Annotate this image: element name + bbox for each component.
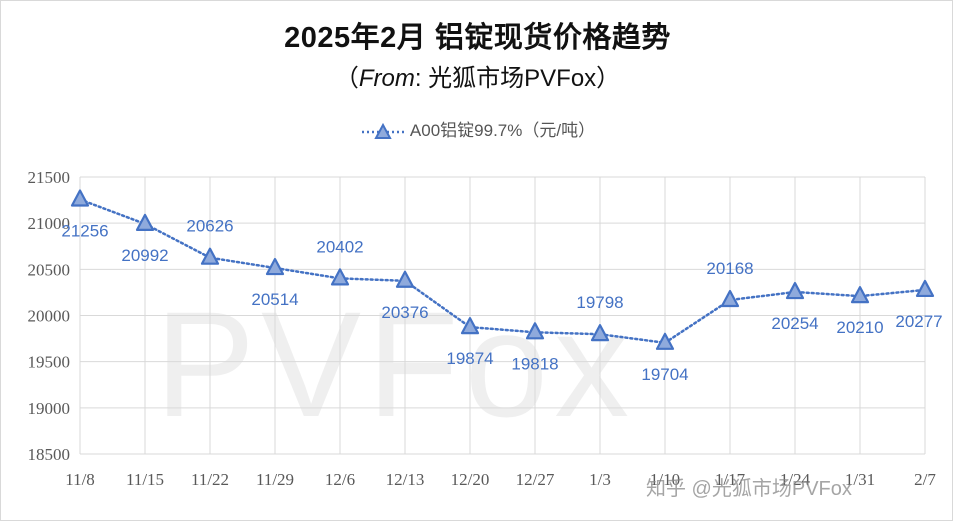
data-label: 20254 (771, 314, 818, 333)
y-tick-label: 20000 (28, 307, 71, 326)
data-label: 19704 (641, 365, 688, 384)
chart-subtitle: （From: 光狐市场PVFox） (0, 58, 955, 93)
y-tick-label: 20500 (28, 260, 71, 279)
data-point-marker (915, 279, 935, 298)
data-label: 20210 (836, 318, 883, 337)
data-point-marker (70, 189, 90, 207)
subtitle-open: （ (334, 65, 359, 92)
x-tick-label: 1/3 (589, 470, 611, 489)
data-label: 20168 (706, 259, 753, 278)
subtitle-source: From (358, 65, 415, 92)
x-tick-label: 11/8 (65, 470, 95, 489)
x-tick-label: 12/20 (451, 470, 490, 489)
data-point-marker (785, 281, 805, 300)
x-tick-label: 11/29 (256, 470, 294, 489)
data-label: 20277 (895, 312, 942, 331)
chart-title: 2025年2月 铝锭现货价格趋势 (284, 22, 671, 54)
x-tick-label: 12/27 (516, 470, 555, 489)
x-tick-label: 12/13 (386, 470, 425, 489)
watermark-text: PVFox (155, 280, 636, 448)
series-line (78, 198, 927, 345)
data-point-marker (200, 247, 220, 265)
y-tick-label: 21000 (28, 214, 71, 233)
data-point-marker (265, 257, 285, 276)
data-label: 19798 (576, 293, 623, 312)
data-label: 20376 (381, 303, 428, 322)
x-tick-label: 11/22 (191, 470, 229, 489)
x-tick-label: 12/6 (325, 470, 355, 489)
x-tick-label: 2/7 (914, 470, 936, 489)
data-point-marker (135, 213, 155, 232)
data-point-marker (460, 317, 480, 335)
data-label: 19818 (511, 354, 558, 373)
chart-legend: A00铝锭99.7%（元/吨） (0, 116, 955, 141)
x-tick-label: 1/17 (715, 470, 746, 489)
x-tick-label: 1/24 (780, 470, 811, 489)
data-label: 20626 (186, 217, 233, 236)
subtitle-rest: : 光狐市场PVFox） (414, 65, 621, 92)
x-tick-label: 1/31 (845, 470, 875, 489)
data-label: 20992 (121, 246, 168, 265)
legend-marker-icon (361, 122, 404, 139)
y-tick-label: 19000 (28, 399, 71, 418)
x-tick-label: 1/10 (650, 470, 680, 489)
data-point-marker (590, 324, 610, 342)
data-point-marker (850, 286, 870, 304)
data-point-marker (655, 332, 675, 350)
data-point-marker (395, 270, 415, 288)
data-point-marker (720, 289, 740, 308)
legend-label: A00铝锭99.7%（元/吨） (409, 121, 596, 140)
data-point-marker (330, 268, 350, 286)
data-point-marker (525, 322, 545, 340)
data-label: 19874 (446, 349, 493, 368)
data-label: 21256 (61, 222, 108, 241)
data-label: 20514 (251, 290, 298, 309)
y-tick-label: 18500 (28, 445, 71, 464)
data-label: 20402 (316, 237, 363, 256)
y-tick-label: 19500 (28, 353, 71, 372)
y-tick-label: 21500 (28, 168, 71, 187)
footer-watermark: 知乎 @光狐市场PVFox (646, 478, 852, 500)
x-tick-label: 11/15 (126, 470, 164, 489)
